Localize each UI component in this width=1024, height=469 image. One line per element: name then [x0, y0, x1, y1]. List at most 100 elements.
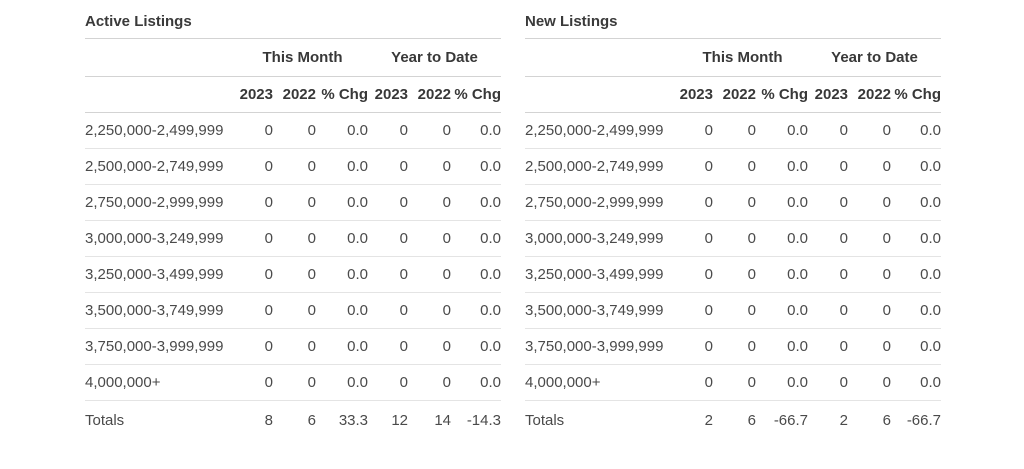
value-cell: 0 — [713, 364, 756, 401]
table-row: 2,250,000-2,499,999 0 0 0.0 0 0 0.0 — [525, 112, 942, 149]
value-cell: 0 — [713, 328, 756, 365]
value-cell: 14 — [434, 411, 452, 429]
value-cell: 0 — [808, 256, 849, 293]
value-cell: 0 — [677, 292, 713, 329]
table-row: 4,000,000+ 0 0 0.0 0 0 0.0 — [85, 364, 502, 401]
empty-header-cell — [85, 39, 237, 77]
value-cell: 0 — [273, 184, 316, 221]
table-row: 3,000,000-3,249,999 0 0 0.0 0 0 0.0 — [85, 220, 502, 257]
col-header-2023: 2023 — [237, 76, 273, 113]
table-row: 4,000,000+ 0 0 0.0 0 0 0.0 — [525, 364, 942, 401]
value-cell: 0.0 — [891, 256, 942, 293]
value-cell: 0.0 — [891, 328, 942, 365]
table-row: 2,750,000-2,999,999 0 0 0.0 0 0 0.0 — [525, 184, 942, 221]
price-range-label: 3,500,000-3,749,999 — [525, 292, 677, 329]
value-cell: 0 — [368, 292, 409, 329]
value-cell: 0 — [237, 112, 273, 149]
table-row: 3,750,000-3,999,999 0 0 0.0 0 0 0.0 — [85, 328, 502, 365]
price-range-label: 3,250,000-3,499,999 — [85, 256, 237, 293]
value-cell: 0 — [408, 364, 452, 401]
value-cell: 8 — [264, 411, 273, 429]
col-header-2023: 2023 — [677, 76, 713, 113]
col-header-pct-chg: % Chg — [316, 76, 369, 113]
value-cell: 0 — [677, 148, 713, 185]
value-cell: 0 — [237, 328, 273, 365]
value-cell: 0 — [368, 184, 409, 221]
value-cell: 0 — [677, 184, 713, 221]
value-cell: 0.0 — [451, 112, 502, 149]
value-cell: 0.0 — [451, 184, 502, 221]
value-cell: 0 — [713, 112, 756, 149]
value-cell: 0 — [808, 328, 849, 365]
table-row: 2,500,000-2,749,999 0 0 0.0 0 0 0.0 — [85, 148, 502, 185]
price-range-label: 2,250,000-2,499,999 — [525, 112, 677, 149]
value-cell: 0 — [408, 256, 452, 293]
value-cell: 0 — [848, 292, 892, 329]
value-cell: 0 — [273, 292, 316, 329]
value-cell: 0 — [677, 256, 713, 293]
table-row: 3,250,000-3,499,999 0 0 0.0 0 0 0.0 — [85, 256, 502, 293]
value-cell: 0 — [237, 220, 273, 257]
value-cell: 0 — [848, 148, 892, 185]
value-cell: 0 — [408, 148, 452, 185]
price-range-label: 3,250,000-3,499,999 — [525, 256, 677, 293]
value-cell: 0 — [368, 328, 409, 365]
value-cell: 0 — [808, 184, 849, 221]
price-range-label: 3,500,000-3,749,999 — [85, 292, 237, 329]
group-header-this-month: This Month — [237, 39, 369, 77]
price-range-label: 4,000,000+ — [85, 364, 237, 401]
value-cell: 0.0 — [316, 148, 369, 185]
value-cell: 0 — [848, 256, 892, 293]
value-cell: 6 — [882, 411, 892, 429]
empty-header-cell — [85, 76, 237, 113]
value-cell: 2 — [704, 411, 713, 429]
value-cell: 0.0 — [451, 148, 502, 185]
value-cell: 0 — [848, 112, 892, 149]
group-header-row: This Month Year to Date — [525, 39, 942, 77]
price-range-label: 4,000,000+ — [525, 364, 677, 401]
price-range-label: 3,750,000-3,999,999 — [525, 328, 677, 365]
value-cell: 0 — [368, 112, 409, 149]
group-header-year-to-date: Year to Date — [808, 39, 942, 77]
value-cell: 0.0 — [891, 292, 942, 329]
value-cell: 0.0 — [316, 256, 369, 293]
value-cell: 0 — [408, 328, 452, 365]
value-cell: 0.0 — [316, 328, 369, 365]
value-cell: 0 — [713, 220, 756, 257]
group-header-row: This Month Year to Date — [85, 39, 502, 77]
value-cell: 0 — [848, 184, 892, 221]
totals-label: Totals — [525, 411, 565, 429]
value-cell: 0 — [408, 220, 452, 257]
value-cell: 0 — [808, 112, 849, 149]
value-cell: 0.0 — [451, 364, 502, 401]
value-cell: 0 — [273, 220, 316, 257]
value-cell: 0.0 — [316, 292, 369, 329]
value-cell: 0.0 — [451, 292, 502, 329]
value-cell: 0.0 — [756, 292, 809, 329]
value-cell: 6 — [747, 411, 756, 429]
value-cell: 0 — [368, 364, 409, 401]
value-cell: 0 — [677, 328, 713, 365]
table-row: 3,500,000-3,749,999 0 0 0.0 0 0 0.0 — [525, 292, 942, 329]
table-row: 3,500,000-3,749,999 0 0 0.0 0 0 0.0 — [85, 292, 502, 329]
table-row: 2,750,000-2,999,999 0 0 0.0 0 0 0.0 — [85, 184, 502, 221]
value-cell: 0.0 — [756, 112, 809, 149]
value-cell: 0 — [848, 220, 892, 257]
totals-label: Totals — [85, 411, 125, 429]
col-header-2022: 2022 — [408, 76, 452, 113]
value-cell: 0 — [677, 112, 713, 149]
col-header-2022: 2022 — [848, 76, 892, 113]
value-cell: 0 — [237, 148, 273, 185]
value-cell: 0 — [713, 184, 756, 221]
value-cell: -66.7 — [773, 411, 809, 429]
col-header-2023: 2023 — [368, 76, 409, 113]
active-listings-table: This Month Year to Date 2023 2022 % Chg … — [85, 39, 502, 439]
value-cell: 0.0 — [756, 364, 809, 401]
value-cell: 2 — [839, 411, 849, 429]
value-cell: 0 — [408, 292, 452, 329]
empty-header-cell — [525, 39, 677, 77]
col-header-pct-chg: % Chg — [756, 76, 809, 113]
price-range-label: 2,250,000-2,499,999 — [85, 112, 237, 149]
new-listings-title: New Listings — [525, 13, 941, 39]
value-cell: 0.0 — [891, 364, 942, 401]
